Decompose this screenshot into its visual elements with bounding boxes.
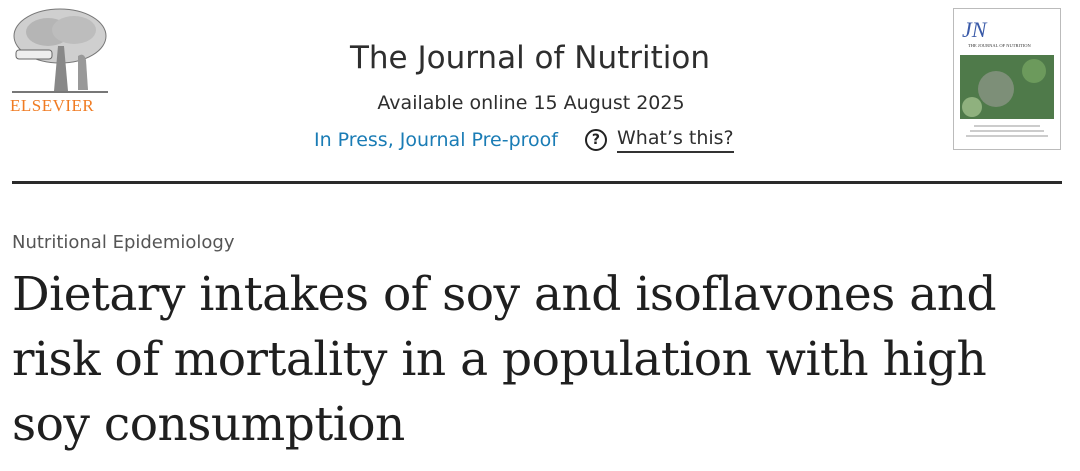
cover-journal-name: THE JOURNAL OF NUTRITION [968,43,1031,48]
journal-title[interactable]: The Journal of Nutrition [349,40,711,76]
article-title: Dietary intakes of soy and isoflavones a… [12,267,997,452]
article-status: In Press, Journal Pre-proof ? What’s thi… [314,127,734,153]
header-divider [12,181,1062,184]
article-section: Nutritional Epidemiology [12,232,235,253]
whats-this-link[interactable]: What’s this? [616,127,734,153]
cover-abbrev: JN [962,17,988,42]
availability-date: Available online 15 August 2025 [377,92,685,114]
elsevier-wordmark: ELSEVIER [10,96,95,115]
elsevier-logo[interactable] [8,6,112,116]
cover-image-icon: JN THE JOURNAL OF NUTRITION [960,17,1054,137]
in-press-link[interactable]: In Press, Journal Pre-proof [314,129,558,151]
question-circle-icon[interactable]: ? [584,129,607,151]
elsevier-tree-icon [12,8,108,93]
journal-cover[interactable]: JN THE JOURNAL OF NUTRITION [953,8,1061,150]
